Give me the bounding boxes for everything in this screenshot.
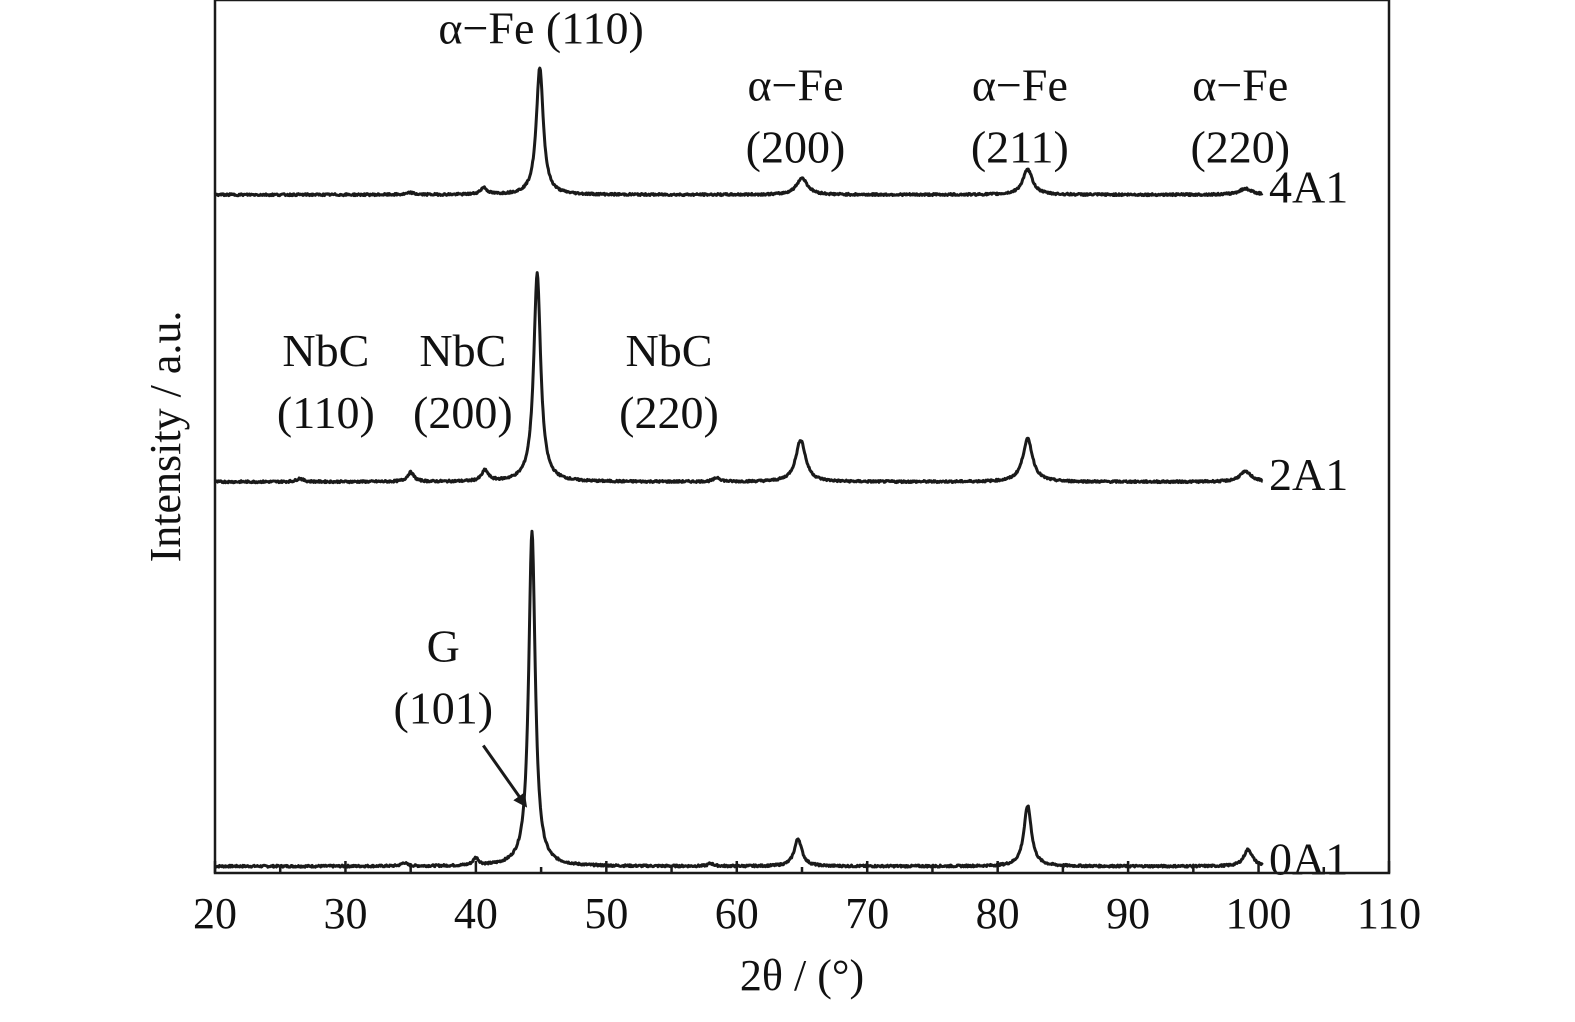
peak-annotation: G (101)	[393, 620, 528, 808]
peak-annotation: NbC (200)	[413, 325, 513, 438]
annotation-text: α−Fe	[972, 60, 1068, 111]
peak-annotation: α−Fe (110)	[438, 3, 643, 54]
series-label-2a1: 2A1	[1269, 449, 1348, 500]
annotation-arrow	[482, 744, 528, 808]
series-line-2a1	[214, 271, 1264, 485]
annotation-text: (220)	[1190, 122, 1290, 173]
peak-annotation: NbC (220)	[619, 325, 719, 438]
peak-annotation: α−Fe (200)	[746, 60, 846, 173]
series-labels: 0A1 2A1 4A1	[1269, 162, 1348, 885]
peak-annotations: α−Fe (110)α−Fe(200)α−Fe(211)α−Fe(220)NbC…	[277, 3, 1290, 808]
x-tick-label: 80	[976, 889, 1020, 938]
annotation-text: (101)	[393, 682, 493, 733]
annotation-text: (110)	[277, 387, 375, 438]
series-line-4a1	[213, 66, 1264, 198]
series-traces	[213, 66, 1264, 869]
annotation-text: α−Fe	[747, 60, 843, 111]
peak-annotation: NbC (110)	[277, 325, 375, 438]
annotation-text: (200)	[746, 122, 846, 173]
x-axis: 20 30 40 50 60 70 80 90 100 110	[193, 861, 1421, 938]
annotation-text: (211)	[971, 122, 1069, 173]
annotation-text: (220)	[619, 387, 719, 438]
y-axis-label: Intensity / a.u.	[141, 311, 190, 563]
x-tick-label: 70	[845, 889, 889, 938]
x-tick-label: 50	[584, 889, 628, 938]
series-line-0a1	[214, 529, 1264, 869]
peak-annotation: α−Fe (220)	[1190, 60, 1290, 173]
annotation-text: NbC	[419, 325, 506, 376]
x-tick-label: 20	[193, 889, 237, 938]
x-tick-label: 90	[1106, 889, 1150, 938]
series-label-0a1: 0A1	[1269, 833, 1348, 884]
series-label-4a1: 4A1	[1269, 162, 1348, 213]
x-tick-label: 110	[1357, 889, 1421, 938]
annotation-text: α−Fe	[1192, 60, 1288, 111]
x-axis-label: 2θ / (°)	[740, 951, 864, 1000]
annotation-text: (200)	[413, 387, 513, 438]
x-tick-label: 60	[715, 889, 759, 938]
annotation-text: G	[427, 620, 460, 671]
annotation-text: α−Fe (110)	[438, 3, 643, 54]
annotation-text: NbC	[625, 325, 712, 376]
x-tick-label: 100	[1226, 889, 1292, 938]
peak-annotation: α−Fe (211)	[971, 60, 1069, 173]
annotation-text: NbC	[282, 325, 369, 376]
x-tick-label: 30	[323, 889, 367, 938]
x-tick-label: 40	[454, 889, 498, 938]
